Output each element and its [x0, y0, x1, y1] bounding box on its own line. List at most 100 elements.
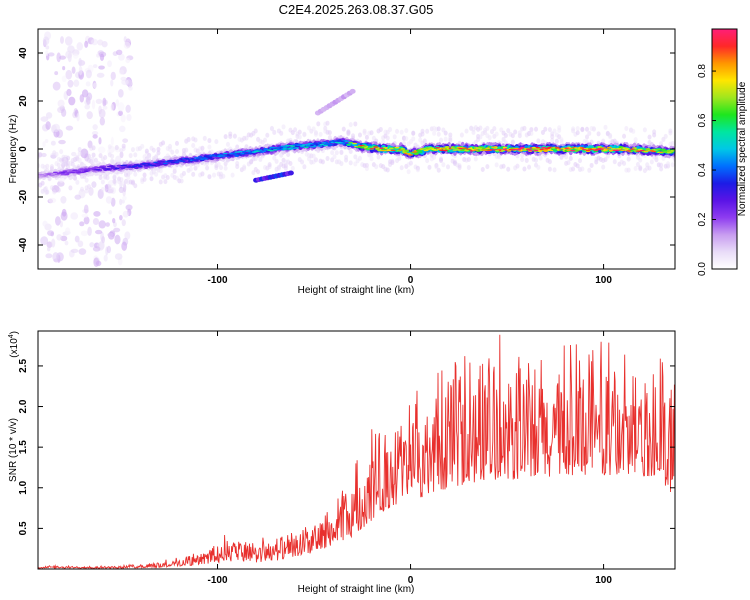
spectrogram-fringe	[353, 121, 358, 127]
spectrogram-noise-blob	[67, 79, 74, 88]
spectrogram-trace-cell	[516, 149, 522, 151]
colorbar-tick-label: 0.2	[697, 212, 708, 226]
colorbar-tick-label: 0.0	[697, 262, 708, 276]
spectrogram-trace-cell	[400, 148, 406, 151]
spectrogram-trace-cell	[412, 151, 417, 153]
spectrogram-fringe	[633, 166, 638, 172]
spectrogram-y-tick-label: -20	[18, 189, 29, 204]
spectrogram-fringe	[659, 162, 664, 168]
spectrogram-fringe	[40, 180, 45, 186]
spectrogram-trace-cell	[174, 161, 180, 163]
spectrogram-noise-blob	[121, 241, 128, 251]
spectrogram-secondary-blob	[349, 88, 356, 94]
spectrogram-noise-blob	[88, 186, 94, 196]
spectrogram-noise-blob	[109, 187, 114, 194]
spectrogram-fringe	[267, 162, 272, 168]
spectrogram-fringe	[443, 136, 448, 142]
spectrogram-fringe	[184, 147, 189, 153]
spectrogram-fringe	[547, 159, 552, 165]
spectrogram-noise-blob	[64, 36, 73, 46]
spectrogram-trace-cell	[195, 157, 201, 160]
spectrogram-trace-cell	[79, 168, 85, 171]
spectrogram-trace-cell	[43, 175, 49, 177]
spectrogram-fringe	[133, 171, 138, 177]
spectrogram-noise-blob	[46, 241, 53, 248]
spectrogram-fringe	[52, 189, 57, 195]
spectrogram-fringe	[288, 161, 293, 167]
spectrogram-fringe	[91, 145, 96, 151]
spectrogram-fringe	[478, 125, 483, 131]
spectrogram-fringe	[156, 146, 161, 152]
spectrogram-fringe	[415, 167, 420, 173]
spectrogram-trace-cell	[203, 158, 209, 160]
spectrogram-noise-blob	[128, 85, 133, 91]
spectrogram-trace-cell	[89, 168, 95, 170]
spectrogram-fringe	[112, 179, 117, 185]
spectrogram-fringe	[478, 134, 483, 140]
spectrogram-noise-blob	[92, 134, 98, 139]
spectrogram-trace-cell	[500, 149, 506, 152]
spectrogram-fringe	[638, 157, 643, 163]
spectrogram-noise-blob	[61, 75, 67, 83]
spectrogram-noise-blob	[110, 71, 116, 81]
spectrogram-trace-cell	[539, 148, 545, 151]
spectrogram-trace-cell	[301, 144, 307, 146]
snr-frame	[37, 330, 676, 570]
spectrogram-noise-blob	[92, 82, 98, 89]
spectrogram-fringe	[188, 166, 193, 172]
spectrogram-noise-blob	[95, 98, 103, 104]
spectrogram-trace-cell	[238, 150, 244, 153]
spectrogram-fringe	[158, 168, 163, 174]
spectrogram-fringe	[77, 147, 82, 153]
spectrogram-noise-blob	[102, 97, 107, 107]
spectrogram-fringe	[86, 153, 91, 159]
spectrogram-fringe	[274, 158, 279, 164]
spectrogram-trace-cell	[151, 164, 157, 167]
spectrogram-y-tick-label: 0	[18, 146, 29, 152]
spectrogram-noise-blob	[47, 52, 55, 57]
spectrogram-y-tick-label: 40	[18, 47, 29, 59]
spectrogram-fringe	[346, 131, 351, 137]
spectrogram-trace-cell	[72, 169, 78, 171]
spectrogram-noise-blob	[56, 234, 63, 241]
spectrogram-fringe	[587, 167, 592, 173]
spectrogram-trace-cell	[143, 165, 149, 167]
spectrogram-fringe	[487, 135, 492, 141]
spectrogram-trace-cell	[85, 169, 91, 171]
spectrogram-fringe	[473, 156, 478, 162]
spectrogram-fringe	[659, 166, 664, 172]
spectrogram-noise-blob	[125, 104, 131, 113]
spectrogram-fringe	[364, 134, 369, 140]
spectrogram-fringe	[524, 157, 529, 163]
spectrogram-fringe	[174, 140, 179, 146]
spectrogram-noise-blob	[60, 36, 64, 44]
spectrogram-fringe	[313, 157, 318, 163]
spectrogram-fringe	[158, 179, 163, 185]
spectrogram-fringe	[181, 170, 186, 176]
spectrogram-trace-cell	[522, 149, 527, 151]
spectrogram-noise-blob	[60, 235, 68, 242]
spectrogram-noise-blob	[44, 138, 49, 144]
spectrogram-noise-blob	[42, 220, 48, 227]
spectrogram-y-ticks: -40 -20 0 20 40	[18, 47, 675, 252]
chart-title: C2E4.2025.263.08.37.G05	[279, 2, 434, 17]
spectrogram-x-tick-label: 0	[408, 275, 414, 286]
spectrogram-noise-blob	[83, 204, 89, 214]
spectrogram-fringe	[68, 185, 73, 191]
spectrogram-trace-cell	[425, 148, 431, 151]
spectrogram-fringe	[297, 129, 302, 135]
spectrogram-fringe	[339, 161, 344, 167]
spectrogram-trace-cell	[635, 150, 641, 152]
spectrogram-fringe	[225, 141, 230, 147]
spectrogram-trace-cell	[566, 149, 572, 152]
spectrogram-trace-cell	[271, 147, 276, 149]
spectrogram-fringe	[364, 162, 369, 168]
spectrogram-trace-cell	[583, 147, 589, 150]
spectrogram-fringe	[130, 147, 135, 153]
spectrogram-fringe	[395, 128, 400, 134]
snr-y-tick-label: 1.0	[18, 480, 29, 494]
spectrogram-trace-cell	[217, 155, 222, 158]
spectrogram-noise-blob	[97, 146, 106, 154]
spectrogram-fringe	[163, 179, 168, 185]
spectrogram-trace-cell	[381, 149, 386, 152]
